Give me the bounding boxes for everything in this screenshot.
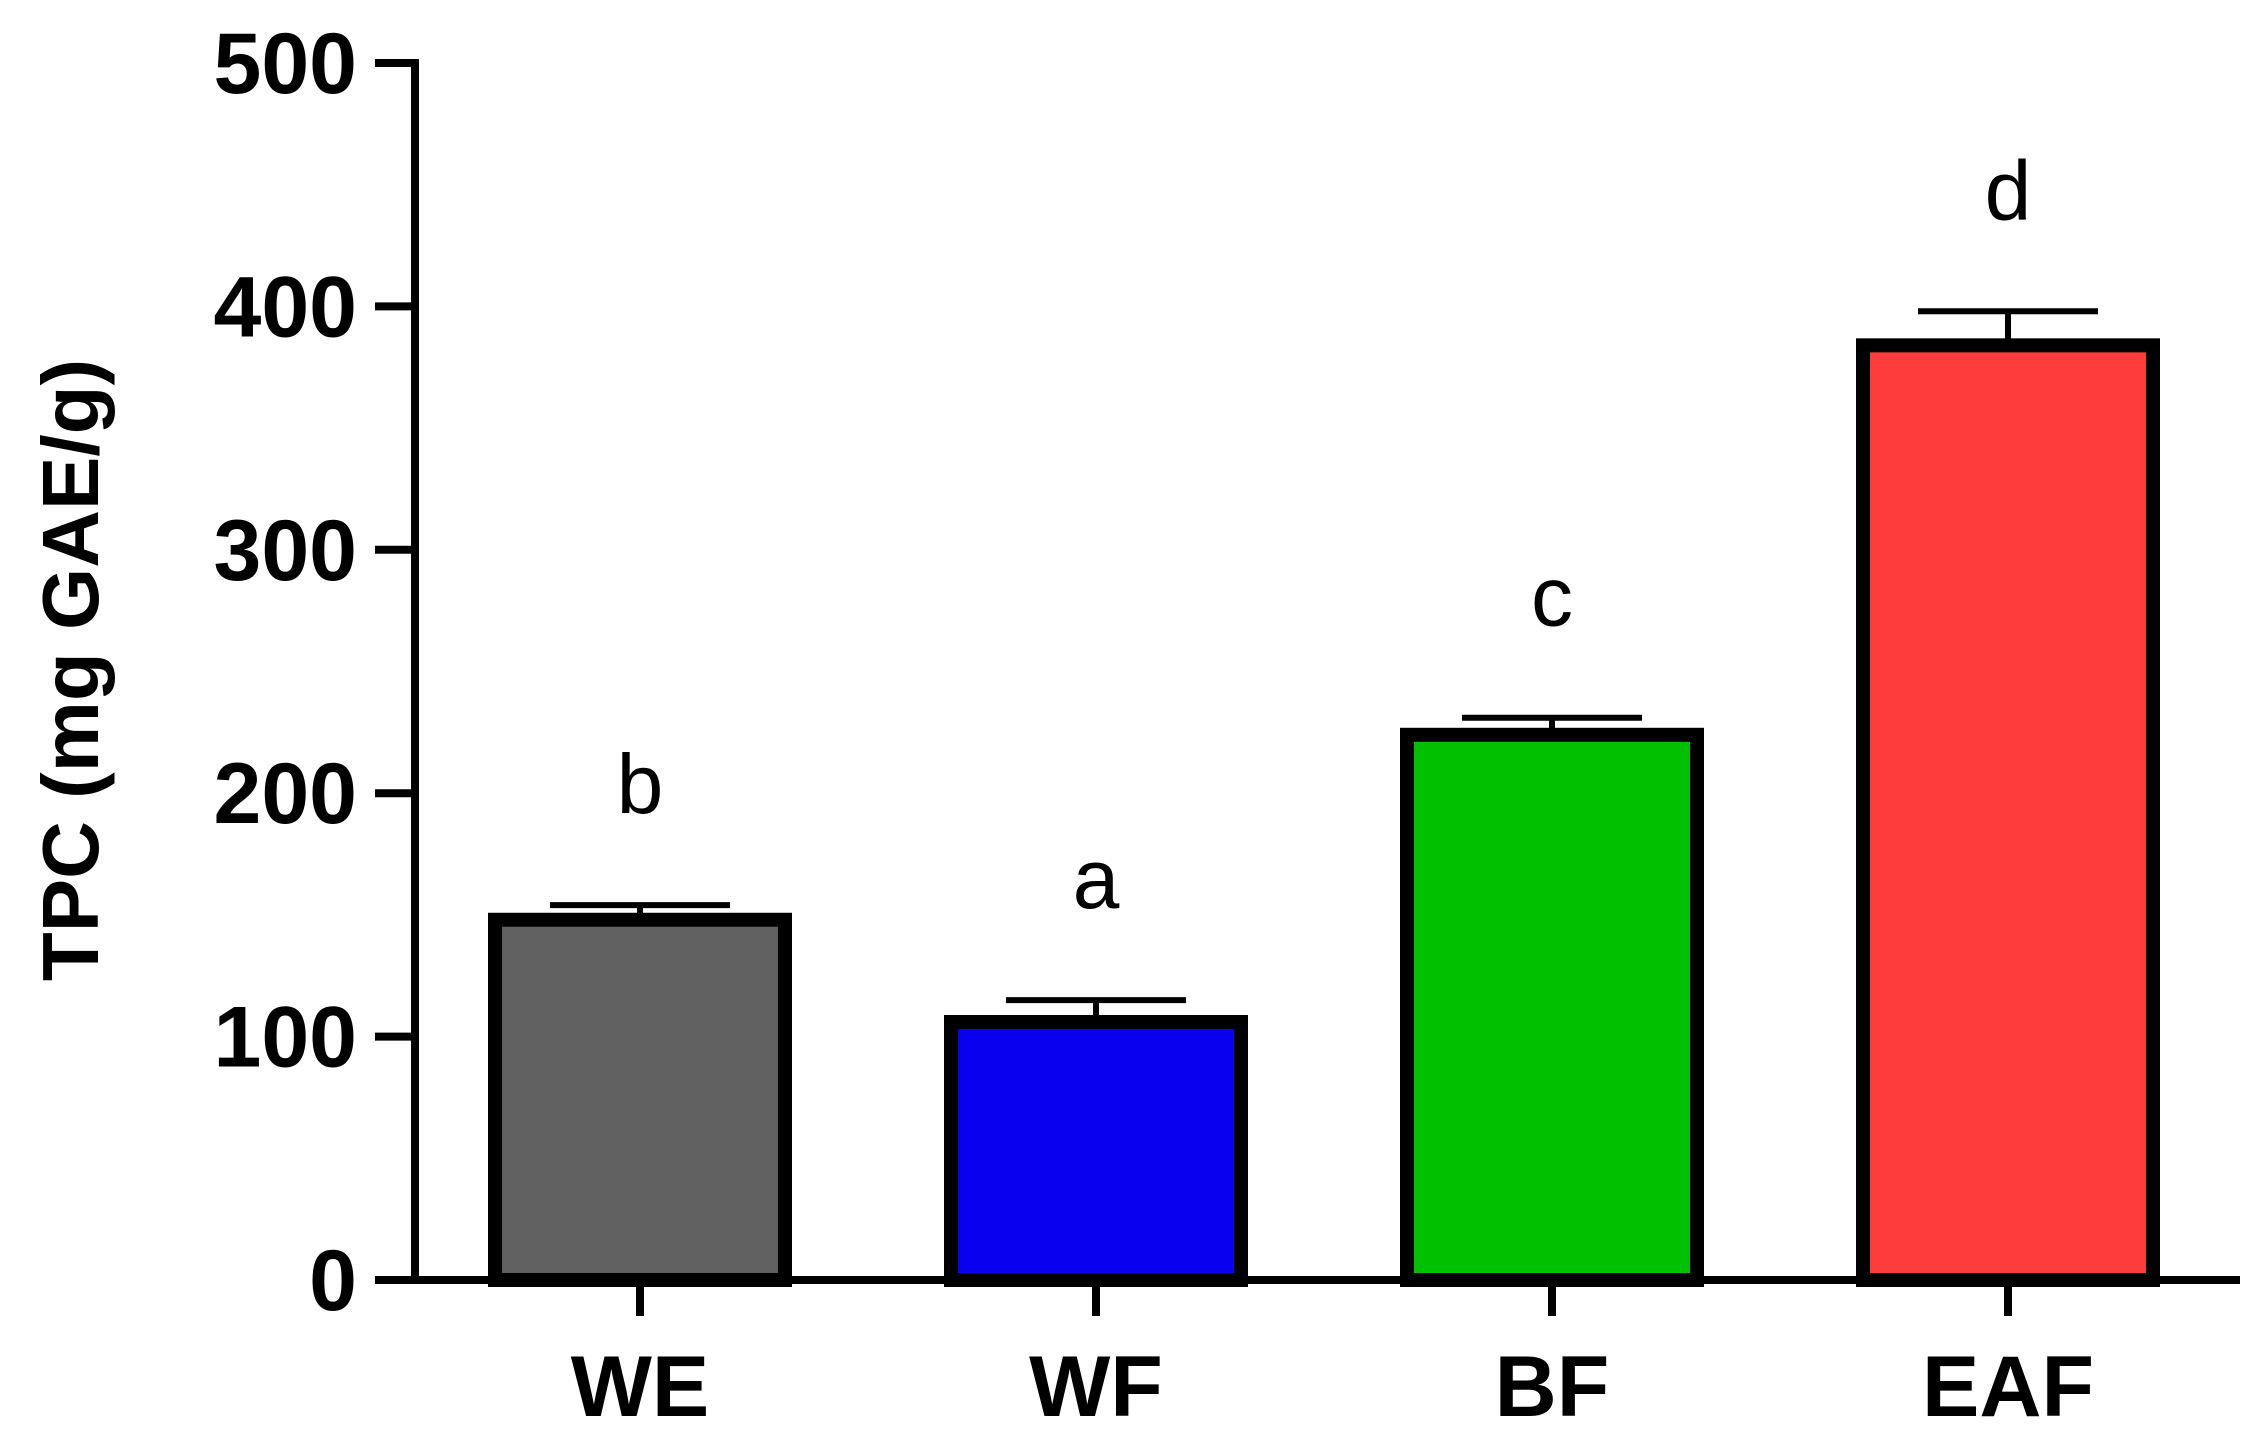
- x-tick-label: EAF: [1922, 1339, 2094, 1435]
- x-tick-label: WE: [571, 1339, 710, 1435]
- y-tick-label: 200: [214, 746, 358, 842]
- y-tick-label: 300: [214, 503, 358, 599]
- y-axis: 0 100 200 300 400 500: [214, 16, 419, 1329]
- significance-letters: b a c d: [617, 143, 2032, 926]
- significance-letter: b: [617, 737, 664, 831]
- y-tick-label: 0: [309, 1233, 357, 1329]
- significance-letter: d: [1985, 143, 2032, 237]
- y-axis-title: TPC (mg GAE/g): [26, 359, 115, 981]
- bar: [1856, 338, 2160, 1287]
- x-tick-label: WF: [1029, 1339, 1163, 1435]
- bar: [944, 1014, 1248, 1287]
- x-axis: WE WF BF EAF: [411, 1276, 2240, 1435]
- bars: [488, 338, 2160, 1287]
- significance-letter: c: [1531, 550, 1573, 644]
- significance-letter: a: [1073, 832, 1120, 926]
- y-tick-label: 500: [214, 16, 358, 112]
- bar: [488, 912, 792, 1287]
- y-tick-label: 400: [214, 259, 358, 355]
- y-tick-label: 100: [214, 990, 358, 1086]
- error-bars: [550, 308, 2098, 1022]
- bar: [1400, 727, 1704, 1287]
- x-tick-label: BF: [1495, 1339, 1610, 1435]
